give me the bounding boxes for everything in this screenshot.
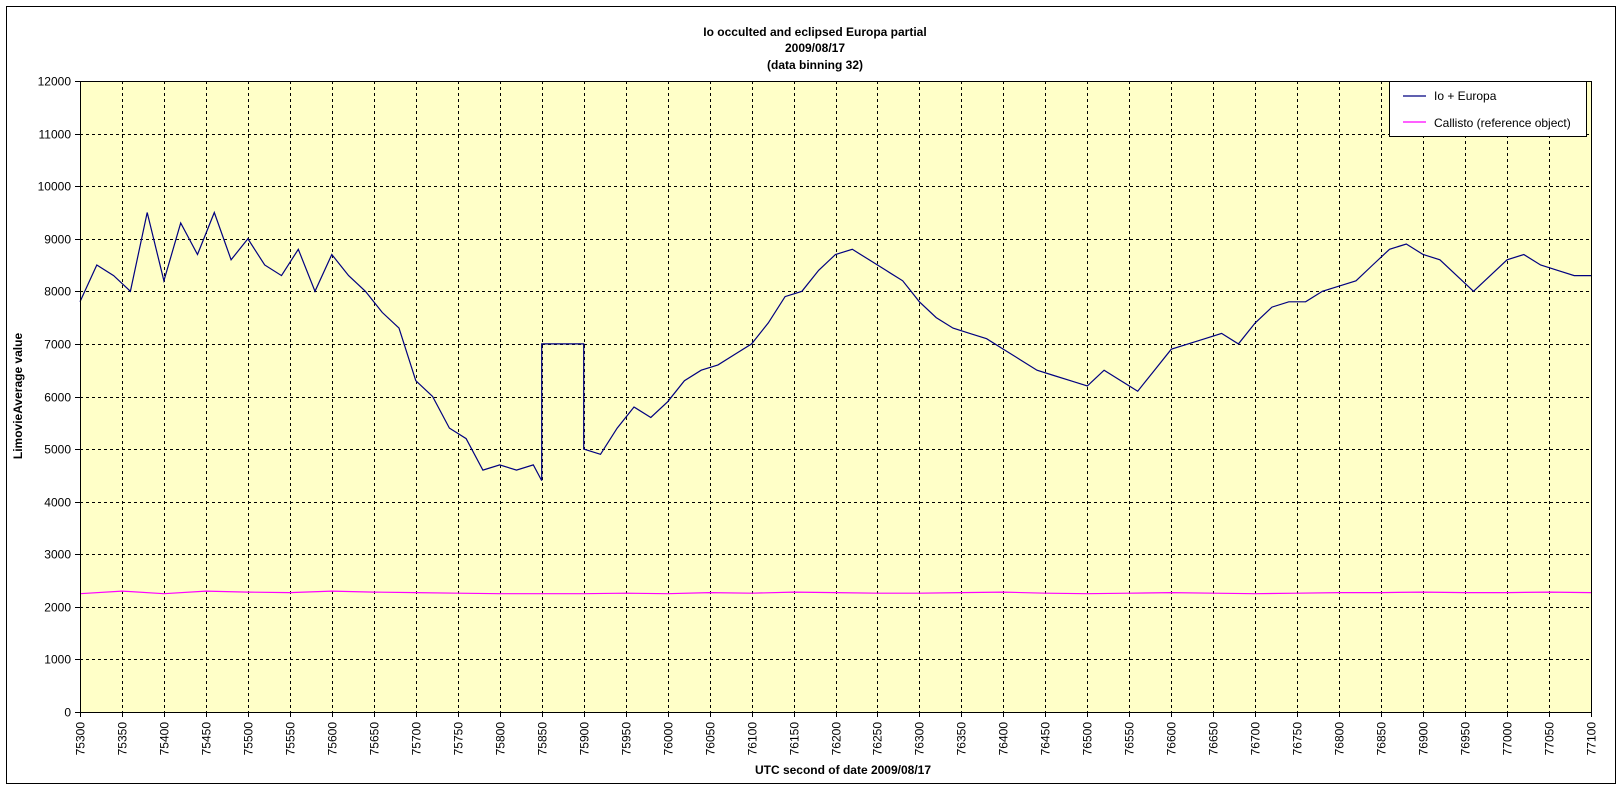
x-tick-label: 76800 — [1333, 722, 1347, 756]
legend: Io + Europa Callisto (reference object) — [1389, 81, 1587, 137]
x-axis-title: UTC second of date 2009/08/17 — [755, 763, 931, 777]
y-tick-label: 3000 — [44, 548, 71, 562]
y-tick-label: 10000 — [38, 180, 72, 194]
x-tick-label: 76250 — [871, 722, 885, 756]
legend-label-io-europa: Io + Europa — [1434, 89, 1497, 103]
y-tick-label: 7000 — [44, 338, 71, 352]
x-tick-label: 75900 — [578, 722, 592, 756]
y-tick-label: 6000 — [44, 391, 71, 405]
chart-title-line-2: 2009/08/17 — [785, 41, 845, 55]
x-tick-label: 76900 — [1417, 722, 1431, 756]
chart-title-line-3: (data binning 32) — [767, 58, 863, 72]
x-tick-label: 76300 — [913, 722, 927, 756]
x-tick-label: 76400 — [997, 722, 1011, 756]
x-tick-label: 75400 — [158, 722, 172, 756]
x-tick-label: 75700 — [410, 722, 424, 756]
x-tick-label: 76700 — [1249, 722, 1263, 756]
x-tick-label: 76850 — [1375, 722, 1389, 756]
y-tick-label: 5000 — [44, 443, 71, 457]
x-tick-label: 76350 — [955, 722, 969, 756]
x-tick-label: 76450 — [1039, 722, 1053, 756]
x-tick-label: 77050 — [1543, 722, 1557, 756]
x-tick-label: 75450 — [200, 722, 214, 756]
series-line-1 — [79, 590, 1592, 595]
plot-area: 0 1000 2000 3000 4000 5000 6000 7000 8000 9000 100… — [38, 75, 1599, 756]
plot-background — [80, 81, 1591, 712]
x-tick-label: 75550 — [284, 722, 298, 756]
x-tick-label: 77100 — [1585, 722, 1599, 756]
x-tick-label: 76550 — [1123, 722, 1137, 756]
x-tick-label: 76600 — [1165, 722, 1179, 756]
x-tick-label: 75800 — [494, 722, 508, 756]
y-tick-label: 12000 — [38, 75, 72, 89]
x-tick-label: 75750 — [452, 722, 466, 756]
legend-box — [1389, 81, 1587, 137]
y-axis-title: LimovieAverage value — [11, 333, 25, 460]
y-tick-label: 11000 — [39, 128, 72, 142]
x-tick-label: 76050 — [704, 722, 718, 756]
x-tick-label: 77000 — [1501, 722, 1515, 756]
legend-label-callisto: Callisto (reference object) — [1434, 116, 1571, 130]
y-tick-label: 4000 — [44, 496, 71, 510]
x-tick-label: 75650 — [368, 722, 382, 756]
x-tick-label: 76150 — [788, 722, 802, 756]
x-tick-label: 75850 — [536, 722, 550, 756]
x-tick-label: 75600 — [326, 722, 340, 756]
x-tick-label: 76100 — [746, 722, 760, 756]
y-tick-label: 9000 — [44, 233, 71, 247]
x-tick-label: 75300 — [74, 722, 88, 756]
x-tick-label: 76650 — [1207, 722, 1221, 756]
y-tick-label: 2000 — [44, 601, 71, 615]
x-tick-label: 75950 — [620, 722, 634, 756]
x-tick-label: 76500 — [1081, 722, 1095, 756]
x-tick-label: 76950 — [1459, 722, 1473, 756]
x-tick-label: 76750 — [1291, 722, 1305, 756]
x-tick-label: 75350 — [116, 722, 130, 756]
series-line-0 — [79, 210, 1591, 481]
y-tick-label: 8000 — [44, 285, 71, 299]
y-tick-label: 0 — [64, 706, 71, 720]
chart-title-line-1: Io occulted and eclipsed Europa partial — [703, 25, 926, 39]
x-tick-label: 75500 — [242, 722, 256, 756]
y-tick-label: 1000 — [44, 653, 71, 667]
x-tick-label: 76200 — [830, 722, 844, 756]
x-tick-label: 76000 — [662, 722, 676, 756]
